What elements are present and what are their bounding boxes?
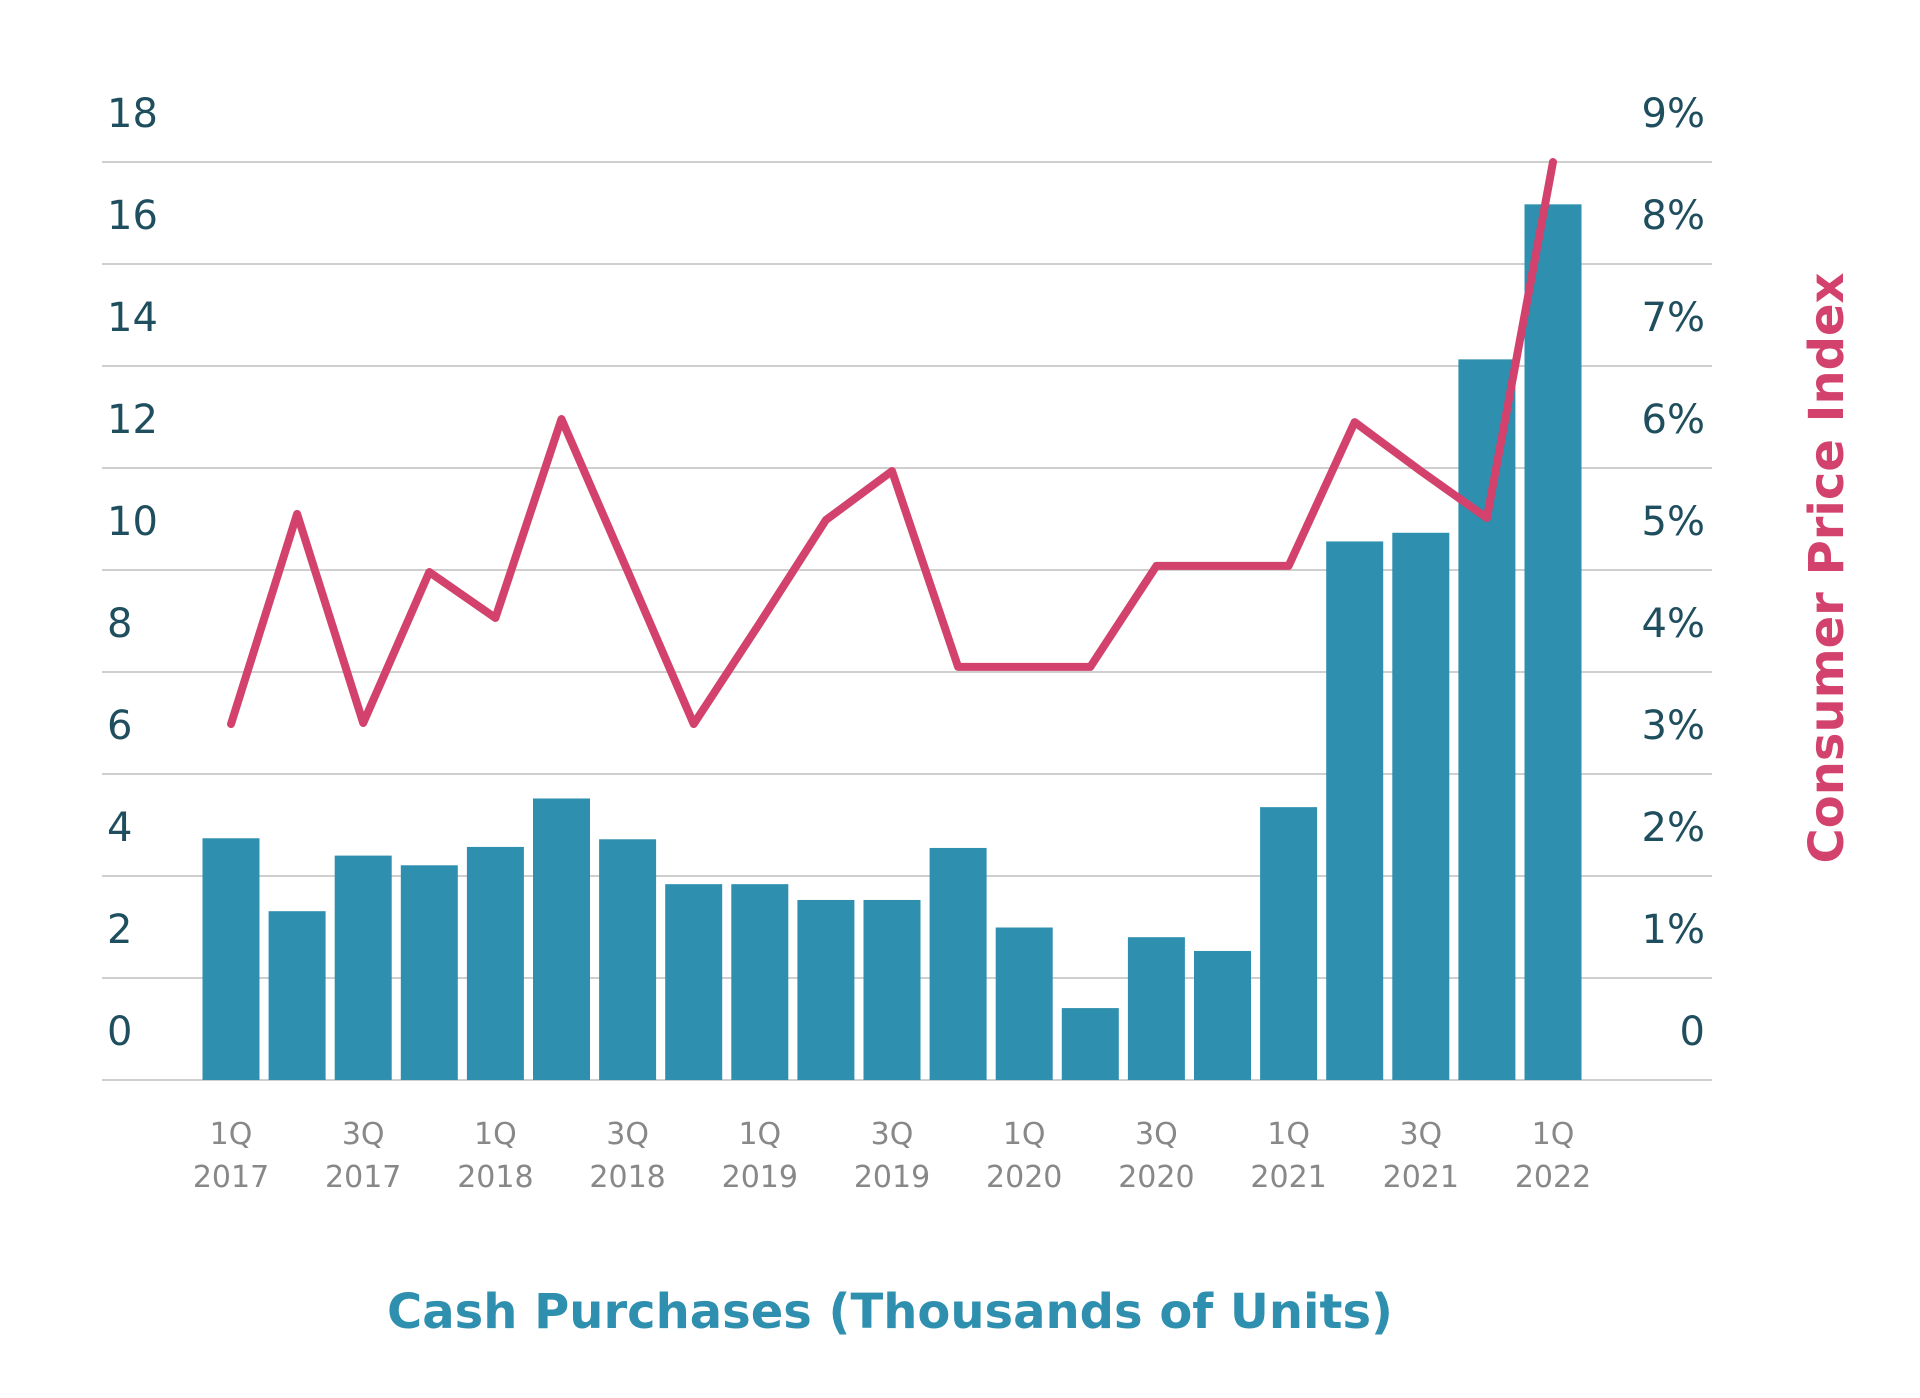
- bar: [1524, 204, 1582, 1080]
- bar: [202, 838, 260, 1080]
- y-tick-label: 10: [107, 499, 158, 545]
- y2-tick-label: 8%: [1642, 193, 1705, 239]
- bar: [731, 884, 789, 1080]
- x-tick-label: 1Q 2022: [1515, 1117, 1591, 1195]
- y-tick-label: 16: [107, 193, 158, 239]
- bar: [1194, 950, 1251, 1080]
- y-tick-label: 12: [107, 397, 158, 443]
- y2-tick-label: 2%: [1642, 805, 1705, 851]
- bar: [863, 899, 921, 1080]
- bar: [400, 865, 458, 1080]
- x-axis-title: Cash Purchases (Thousands of Units): [387, 1284, 1393, 1340]
- x-tick-label: 1Q 2020: [986, 1117, 1062, 1195]
- x-tick-label: 1Q 2018: [457, 1117, 533, 1195]
- x-tick-label: 3Q 2017: [325, 1117, 401, 1195]
- bar: [466, 846, 524, 1080]
- x-tick-label: 3Q 2019: [854, 1117, 930, 1195]
- bar: [334, 855, 392, 1080]
- y-tick-label: 14: [107, 295, 158, 341]
- y2-tick-label: 3%: [1642, 703, 1705, 749]
- bar: [533, 798, 590, 1080]
- bar: [665, 884, 723, 1080]
- bar: [268, 911, 326, 1080]
- y2-tick-label: 6%: [1642, 397, 1705, 443]
- x-tick-label: 3Q 2018: [589, 1117, 665, 1195]
- x-tick-label: 3Q 2020: [1118, 1117, 1194, 1195]
- y2-tick-label: 9%: [1642, 91, 1705, 137]
- x-tick-label: 1Q 2021: [1250, 1117, 1326, 1195]
- bar: [995, 927, 1053, 1080]
- x-tick-label: 1Q 2017: [193, 1117, 269, 1195]
- bar: [929, 847, 987, 1080]
- y2-tick-label: 5%: [1642, 499, 1705, 545]
- y-tick-label: 6: [107, 703, 132, 749]
- y2-tick-label: 7%: [1642, 295, 1705, 341]
- bar: [1127, 937, 1185, 1080]
- bar: [1260, 807, 1318, 1080]
- y-tick-label: 0: [107, 1009, 132, 1055]
- cpi-line: [227, 158, 1557, 729]
- y2-tick-label: 0: [1680, 1009, 1705, 1055]
- x-tick-label: 1Q 2019: [722, 1117, 798, 1195]
- bar: [599, 839, 657, 1080]
- bar: [1326, 541, 1384, 1080]
- bar: [797, 899, 855, 1080]
- x-tick-label: 3Q 2021: [1383, 1117, 1459, 1195]
- y-tick-label: 18: [107, 91, 158, 137]
- y-tick-label: 2: [107, 907, 132, 953]
- y2-axis-title: Consumer Price Index: [1799, 272, 1855, 863]
- y2-tick-label: 1%: [1642, 907, 1705, 953]
- bar: [1392, 532, 1450, 1080]
- bar: [1061, 1008, 1119, 1080]
- y2-tick-label: 4%: [1642, 601, 1705, 647]
- y-tick-label: 8: [107, 601, 132, 647]
- y-tick-label: 4: [107, 805, 132, 851]
- bar: [1458, 359, 1516, 1080]
